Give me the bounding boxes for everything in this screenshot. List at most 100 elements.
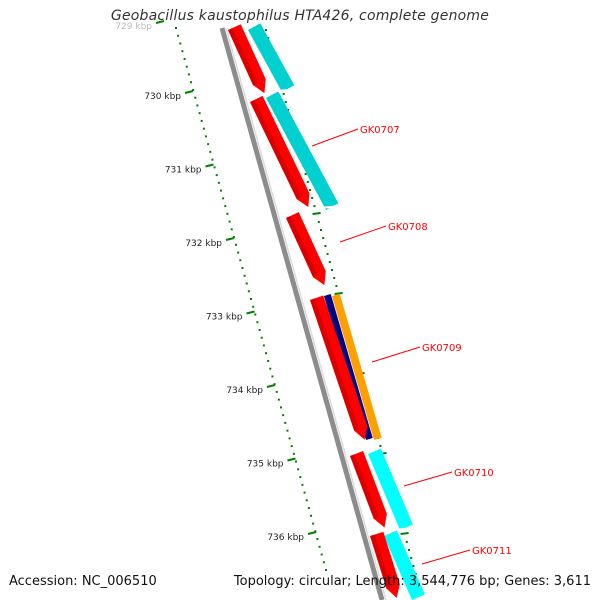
ruler-minor-tick-right (328, 261, 331, 263)
ruler-minor-tick (226, 212, 229, 215)
gene-label: GK0710 (454, 468, 494, 479)
gene-leader-line (371, 346, 421, 363)
cds-track (228, 24, 400, 598)
cds-arrow (250, 95, 310, 207)
ruler-tick-label: 730 kbp (144, 92, 181, 102)
ruler-major-tick (225, 237, 235, 241)
ruler-minor-tick-right (379, 445, 382, 447)
ruler-minor-tick (256, 321, 259, 324)
ruler-minor-tick (207, 143, 210, 146)
ruler-minor-tick (280, 406, 282, 409)
ruler-minor-tick-right (320, 229, 322, 231)
track-separator (373, 527, 415, 533)
cds-arrow (370, 531, 400, 598)
ruler-minor-tick (325, 569, 327, 571)
gene-label: GK0707 (360, 125, 400, 136)
ruler-minor-tick (205, 135, 207, 138)
ruler-minor-tick (271, 375, 274, 378)
gene-label: GK0711 (472, 546, 512, 557)
ruler-tick-label: 729 kbp (115, 22, 152, 32)
ruler-minor-tick (299, 476, 302, 479)
ruler-minor-tick-right (405, 541, 408, 543)
ruler-minor-tick (295, 460, 297, 463)
ruler-minor-tick-right (282, 93, 285, 95)
feature-track (248, 23, 425, 600)
ruler-minor-tick (262, 344, 265, 347)
ruler-major-tick (246, 310, 255, 315)
ruler-minor-tick (303, 491, 306, 494)
ruler-tick-label: 735 kbp (247, 460, 284, 470)
ruler-minor-tick (310, 514, 312, 517)
ruler-minor-tick (181, 50, 184, 53)
ruler-minor-tick-right (412, 565, 415, 567)
ruler-minor-tick (288, 437, 291, 440)
ruler-major-tick-right (400, 532, 409, 535)
ruler-minor-tick (316, 538, 319, 541)
track-separator (299, 205, 341, 211)
ruler-minor-tick-right (335, 285, 338, 287)
genome-stats-text: Topology: circular; Length: 3,544,776 bp… (233, 574, 591, 589)
ruler-minor-tick (200, 119, 203, 122)
ruler-minor-tick-right (311, 197, 314, 199)
map-title: Geobacillus kaustophilus HTA426, complet… (110, 8, 490, 24)
gene-leader-line (311, 128, 359, 147)
ruler-minor-tick (243, 274, 246, 277)
ruler-minor-tick (318, 545, 321, 548)
ruler-tick-label: 734 kbp (226, 386, 263, 396)
ruler-tick-label: 731 kbp (165, 166, 202, 176)
ruler-minor-tick (286, 429, 289, 432)
ruler-minor-tick (177, 34, 180, 37)
ruler-minor-tick (277, 398, 280, 401)
feature-block (248, 23, 295, 93)
feature-block (266, 91, 339, 210)
ruler-minor-tick (269, 367, 272, 370)
ruler-minor-tick (292, 452, 295, 455)
ruler-minor-tick (217, 181, 220, 184)
ruler-minor-tick (252, 305, 255, 308)
ruler-minor-tick (213, 166, 216, 169)
ruler-minor-tick (250, 298, 252, 300)
ruler-major-tick-right (334, 292, 343, 295)
ruler-major-tick (155, 20, 165, 24)
ruler-minor-tick (230, 228, 233, 231)
gene-label: GK0709 (422, 343, 462, 354)
ruler-minor-tick (228, 220, 231, 223)
ruler-minor-tick-right (313, 205, 316, 207)
ruler-minor-tick (198, 112, 201, 115)
ruler-minor-tick (211, 158, 214, 161)
ruler-minor-tick (196, 104, 199, 107)
ruler-major-tick (205, 163, 214, 168)
ruler-major-tick (287, 457, 296, 462)
ruler-minor-tick (202, 127, 205, 130)
ruler-minor-tick (247, 290, 250, 293)
ruler-minor-tick-right (410, 557, 413, 559)
accession-text: Accession: NC_006510 (9, 574, 157, 589)
ruler-minor-tick (258, 328, 261, 331)
ruler-minor-tick-right (284, 101, 287, 103)
feature-block-orange (332, 293, 382, 440)
ruler-minor-tick (232, 236, 235, 239)
ruler-minor-tick (220, 189, 222, 192)
ruler-minor-tick (237, 251, 240, 254)
feature-block-navy (324, 294, 373, 440)
ruler-minor-tick (297, 468, 300, 471)
ruler-minor-tick (239, 259, 242, 262)
gene-leader-line (421, 549, 471, 565)
gene-label: GK0708 (388, 222, 428, 233)
ruler-minor-tick (307, 507, 310, 510)
ruler-minor-tick (194, 96, 197, 99)
cds-arrow (228, 24, 266, 94)
ruler-minor-tick (301, 483, 304, 486)
ruler-minor-tick (224, 205, 227, 208)
ruler-minor-tick (290, 445, 293, 448)
backbone-highlight (225, 27, 387, 600)
cds-arrow (310, 295, 368, 440)
ruler-major-tick (307, 531, 317, 535)
ruler-minor-tick-right (408, 549, 410, 551)
ruler-minor-tick (190, 81, 192, 84)
ruler-minor-tick (260, 336, 263, 339)
ruler-minor-tick-right (304, 173, 307, 175)
ruler-tick-label: 733 kbp (206, 313, 243, 323)
track-separator (257, 88, 299, 94)
